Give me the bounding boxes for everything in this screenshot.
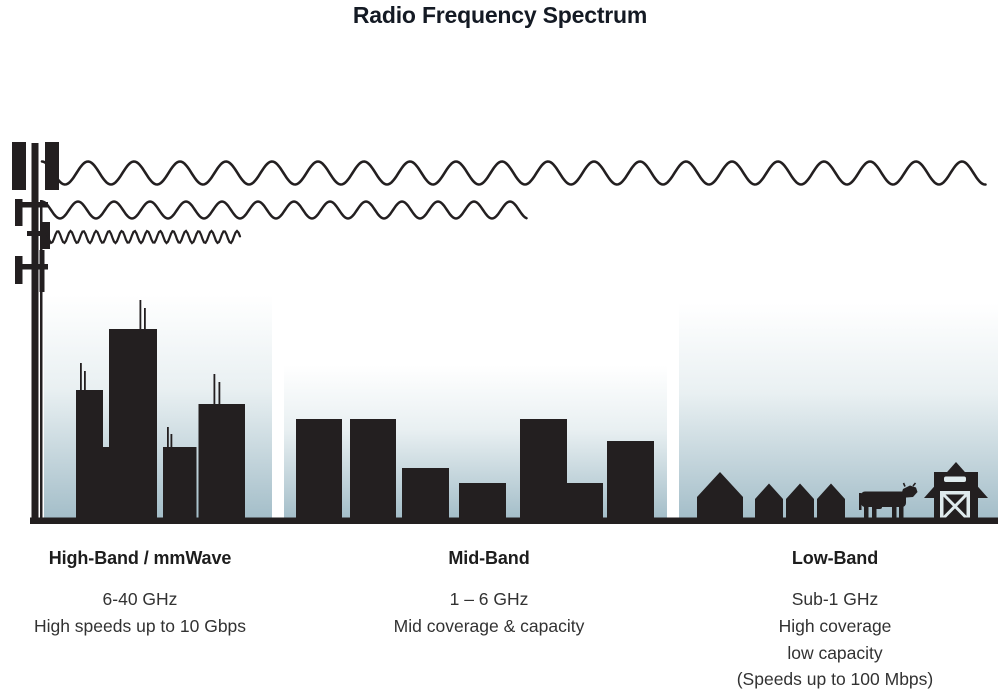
mid-band-heading: Mid-Band <box>448 548 530 568</box>
cow-horn <box>902 482 906 487</box>
house-icon <box>786 483 814 518</box>
page-title: Radio Frequency Spectrum <box>352 2 648 28</box>
band-detail-line: High coverage <box>778 615 892 636</box>
mid-band-label: Mid-Band 1 – 6 GHz Mid coverage & capaci… <box>369 548 609 640</box>
mid-rise-building <box>607 441 654 518</box>
rooftop-antenna <box>84 371 86 391</box>
mid-rise-building <box>520 419 567 518</box>
band-detail-line: Mid coverage & capacity <box>393 615 585 636</box>
rooftop-antenna <box>170 434 173 448</box>
house-icon <box>697 472 743 518</box>
mid-rise-building <box>350 419 396 518</box>
band-detail-line: Sub-1 GHz <box>791 589 879 609</box>
tower-crossarm <box>17 202 48 208</box>
cow-icon <box>859 482 918 518</box>
barn-hayloft-vent <box>944 476 966 482</box>
tower-small-antenna <box>15 256 23 284</box>
high-band-skyscrapers <box>76 300 245 518</box>
skyscraper <box>76 390 103 518</box>
high-band-details: 6-40 GHz High speeds up to 10 Gbps <box>20 586 260 640</box>
low-band-label: Low-Band Sub-1 GHz High coverage low cap… <box>715 548 955 693</box>
band-detail-line: low capacity <box>787 642 883 663</box>
band-detail-line: 6-40 GHz <box>102 589 178 609</box>
high-band-heading: High-Band / mmWave <box>48 548 232 568</box>
band-detail-line: (Speeds up to 100 Mbps) <box>736 669 934 690</box>
barn-icon <box>924 462 988 520</box>
mid-band-medium-wave-icon <box>40 200 528 220</box>
band-detail-line: 1 – 6 GHz <box>449 589 529 609</box>
tower-crossarm <box>27 231 48 236</box>
mid-band-details: 1 – 6 GHz Mid coverage & capacity <box>369 586 609 640</box>
band-detail-line: High speeds up to 10 Gbps <box>33 615 247 636</box>
spectrum-scene <box>12 142 998 524</box>
high-band-label: High-Band / mmWave 6-40 GHz High speeds … <box>20 548 260 640</box>
cow-head <box>900 485 918 498</box>
skyscraper <box>198 404 245 518</box>
tower-mast <box>31 143 39 520</box>
mid-band-buildings <box>296 419 654 518</box>
cell-tower-icon <box>12 142 59 520</box>
mid-rise-building <box>296 419 342 518</box>
barn-door <box>940 491 970 520</box>
high-band-short-wave-icon <box>43 229 242 245</box>
cow-leg <box>892 504 897 518</box>
skyscraper <box>163 447 197 518</box>
rooftop-antenna <box>218 382 221 405</box>
low-band-details: Sub-1 GHz High coverage low capacity (Sp… <box>715 586 955 693</box>
skyscraper <box>109 329 157 518</box>
house-icon <box>817 483 845 518</box>
tower-small-antenna <box>15 199 23 226</box>
cow-tail <box>859 493 862 510</box>
low-band-rural-scene <box>697 462 988 520</box>
tower-antenna-panel-left <box>12 142 26 190</box>
tower-mast-stub <box>39 250 45 292</box>
rooftop-antenna <box>80 363 82 391</box>
radio-waves <box>40 160 987 245</box>
tower-crossarm <box>17 264 48 270</box>
cow-udder <box>874 505 882 509</box>
cow-horn <box>912 482 917 487</box>
low-band-long-wave-icon <box>40 160 987 186</box>
skyscraper <box>103 447 109 518</box>
mid-rise-building <box>402 468 449 518</box>
mid-rise-building <box>567 483 603 518</box>
tower-small-antenna <box>42 222 50 249</box>
ground-line <box>30 517 998 524</box>
barn-door-cross-brace <box>942 493 968 520</box>
cow-leg <box>864 504 869 518</box>
rooftop-antenna <box>213 374 216 405</box>
mid-rise-building <box>459 483 506 518</box>
cow-body <box>861 491 906 507</box>
house-icon <box>755 483 783 518</box>
cow-leg <box>899 504 904 518</box>
tower-mast-secondary <box>40 200 43 518</box>
rooftop-antenna <box>139 300 142 330</box>
cow-leg <box>872 504 877 518</box>
low-band-heading: Low-Band <box>791 548 879 568</box>
rooftop-antenna <box>144 308 146 330</box>
rooftop-antenna <box>167 427 169 448</box>
